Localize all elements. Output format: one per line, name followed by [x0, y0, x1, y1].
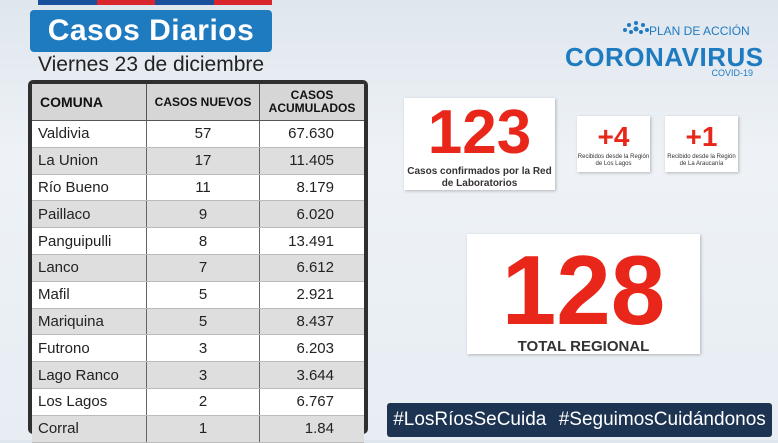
casos-acumulados-cell: 6.203: [259, 334, 364, 363]
hashtag-banner: #LosRíosSeCuida #SeguimosCuidándonos: [387, 403, 772, 437]
logo-covid-text: COVID-19: [711, 68, 753, 78]
casos-acumulados-cell: 8.179: [259, 174, 364, 202]
table-row: Paillaco 9 6.020: [32, 200, 364, 229]
casos-nuevos-cell: 1: [146, 415, 260, 443]
los-lagos-caption: Recibidos desde la Región de Los Lagos: [577, 154, 650, 167]
araucania-card: +1 Recibido desde la Región de La Arauca…: [665, 116, 738, 172]
table-row: Río Bueno 11 8.179: [32, 174, 364, 202]
dots-arc-icon: [623, 21, 649, 34]
comuna-cell: Futrono: [32, 334, 147, 363]
casos-acumulados-cell: 6.020: [259, 200, 364, 229]
comuna-cell: Mafil: [32, 281, 147, 309]
total-regional-caption: TOTAL REGIONAL: [517, 338, 650, 355]
comuna-cell: Lago Ranco: [32, 361, 147, 389]
casos-nuevos-cell: 9: [146, 200, 260, 229]
logo-plan-text: PLAN DE ACCIÓN: [649, 24, 750, 38]
table-row: Valdivia 57 67.630: [32, 120, 364, 148]
comuna-cell: Lanco: [32, 254, 147, 282]
cases-table: COMUNA CASOS NUEVOS CASOS ACUMULADOS Val…: [28, 80, 368, 443]
casos-nuevos-cell: 11: [146, 174, 260, 202]
confirmed-cases-caption: Casos confirmados por la Red de Laborato…: [407, 166, 552, 189]
hashtag-seguimos[interactable]: #SeguimosCuidándonos: [558, 409, 766, 430]
hashtag-losrios[interactable]: #LosRíosSeCuida: [393, 409, 547, 430]
table-row: Lago Ranco 3 3.644: [32, 361, 364, 389]
casos-acumulados-cell: 6.767: [259, 388, 364, 416]
casos-nuevos-cell: 8: [146, 227, 260, 255]
casos-nuevos-cell: 7: [146, 254, 260, 282]
comuna-cell: Corral: [32, 415, 147, 443]
comuna-cell: La Union: [32, 147, 147, 175]
casos-acumulados-cell: 8.437: [259, 308, 364, 336]
casos-acumulados-cell: 13.491: [259, 227, 364, 255]
flag-stripe: [38, 0, 272, 5]
casos-nuevos-cell: 17: [146, 147, 260, 175]
los-lagos-value: +4: [597, 121, 630, 152]
total-regional-card: 128 TOTAL REGIONAL: [467, 234, 700, 355]
los-lagos-card: +4 Recibidos desde la Región de Los Lago…: [577, 116, 650, 172]
casos-nuevos-cell: 3: [146, 334, 260, 363]
table-row: La Union 17 11.405: [32, 147, 364, 175]
comuna-cell: Río Bueno: [32, 174, 147, 202]
comuna-cell: Panguipulli: [32, 227, 147, 255]
coronavirus-logo: PLAN DE ACCIÓN CORONAVIRUS COVID-19: [565, 20, 765, 82]
comuna-cell: Paillaco: [32, 200, 147, 229]
casos-nuevos-cell: 3: [146, 361, 260, 389]
casos-nuevos-cell: 5: [146, 281, 260, 309]
araucania-caption: Recibido desde la Región de La Araucanía: [667, 154, 736, 167]
comuna-cell: Los Lagos: [32, 388, 147, 416]
casos-nuevos-cell: 2: [146, 388, 260, 416]
confirmed-cases-card: 123 Casos confirmados por la Red de Labo…: [404, 98, 555, 190]
header-casos-acumulados: CASOS ACUMULADOS: [259, 84, 364, 121]
casos-nuevos-cell: 57: [146, 120, 260, 148]
page-title: Casos Diarios: [30, 10, 272, 52]
table-row: Corral 1 1.84: [32, 415, 364, 443]
total-regional-value: 128: [501, 235, 666, 345]
casos-nuevos-cell: 5: [146, 308, 260, 336]
logo-main-text: CORONAVIRUS: [565, 42, 764, 72]
casos-acumulados-cell: 11.405: [259, 147, 364, 175]
araucania-value: +1: [685, 121, 718, 152]
casos-acumulados-cell: 6.612: [259, 254, 364, 282]
casos-acumulados-cell: 67.630: [259, 120, 364, 148]
header-casos-nuevos: CASOS NUEVOS: [146, 84, 260, 121]
table-row: Futrono 3 6.203: [32, 334, 364, 363]
table-row: Panguipulli 8 13.491: [32, 227, 364, 255]
confirmed-cases-value: 123: [427, 98, 532, 167]
casos-acumulados-cell: 3.644: [259, 361, 364, 389]
comuna-cell: Valdivia: [32, 120, 147, 148]
table-row: Los Lagos 2 6.767: [32, 388, 364, 416]
table-row: Mafil 5 2.921: [32, 281, 364, 309]
table-row: Mariquina 5 8.437: [32, 308, 364, 336]
casos-acumulados-cell: 1.84: [259, 415, 364, 443]
comuna-cell: Mariquina: [32, 308, 147, 336]
header-comuna: COMUNA: [32, 84, 147, 121]
table-row: Lanco 7 6.612: [32, 254, 364, 282]
casos-acumulados-cell: 2.921: [259, 281, 364, 309]
report-date: Viernes 23 de diciembre: [38, 53, 265, 76]
